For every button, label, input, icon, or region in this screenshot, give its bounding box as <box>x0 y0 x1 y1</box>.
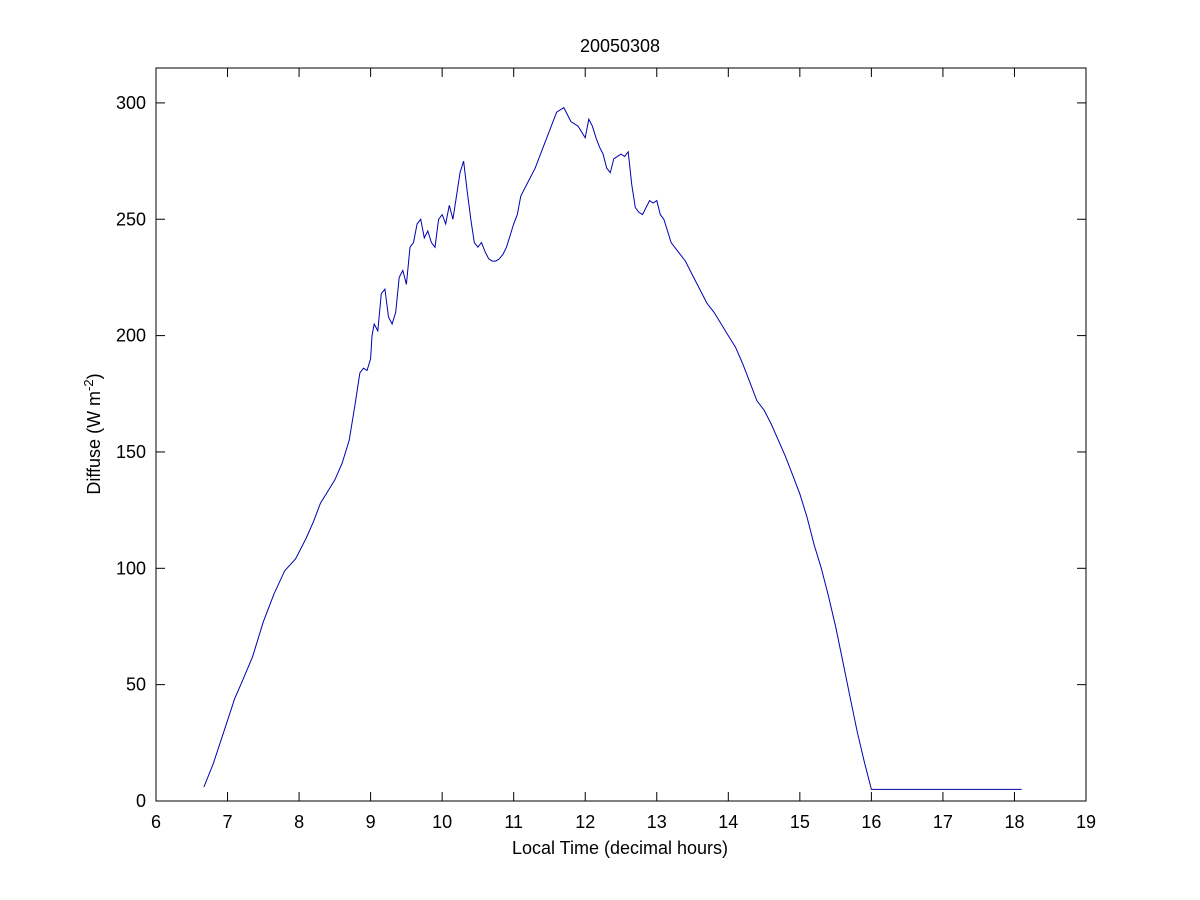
y-axis-label: Diffuse (W m-2) <box>81 373 104 494</box>
y-axis-label-close: ) <box>84 373 104 379</box>
x-tick-label: 18 <box>1004 812 1024 832</box>
x-tick-label: 12 <box>575 812 595 832</box>
y-tick-label: 0 <box>136 791 146 811</box>
y-tick-label: 250 <box>116 209 146 229</box>
y-tick-label: 300 <box>116 93 146 113</box>
diffuse-series-line <box>203 106 1022 790</box>
x-tick-label: 19 <box>1076 812 1096 832</box>
y-tick-label: 50 <box>126 675 146 695</box>
y-tick-label: 200 <box>116 326 146 346</box>
chart-title: 20050308 <box>580 36 660 56</box>
x-tick-label: 9 <box>366 812 376 832</box>
x-axis-label: Local Time (decimal hours) <box>512 838 728 858</box>
x-tick-label: 8 <box>294 812 304 832</box>
x-tick-label: 10 <box>432 812 452 832</box>
y-tick-label: 100 <box>116 558 146 578</box>
x-tick-label: 7 <box>223 812 233 832</box>
plot-area-frame <box>155 67 1087 802</box>
x-tick-label: 14 <box>718 812 738 832</box>
y-axis-label-superscript: -2 <box>81 379 96 391</box>
x-tick-label: 11 <box>504 812 523 832</box>
x-tick-label: 6 <box>151 812 161 832</box>
y-axis-ticks: 0 50 100 150 200 250 300 <box>116 93 1086 811</box>
y-tick-label: 150 <box>116 442 146 462</box>
x-axis-ticks: 6 7 8 9 10 11 12 13 14 15 16 17 18 19 <box>151 68 1096 832</box>
y-axis-label-main: Diffuse (W m <box>84 391 104 495</box>
x-tick-label: 13 <box>647 812 667 832</box>
x-tick-label: 17 <box>933 812 953 832</box>
x-tick-label: 15 <box>790 812 810 832</box>
x-tick-label: 16 <box>861 812 881 832</box>
